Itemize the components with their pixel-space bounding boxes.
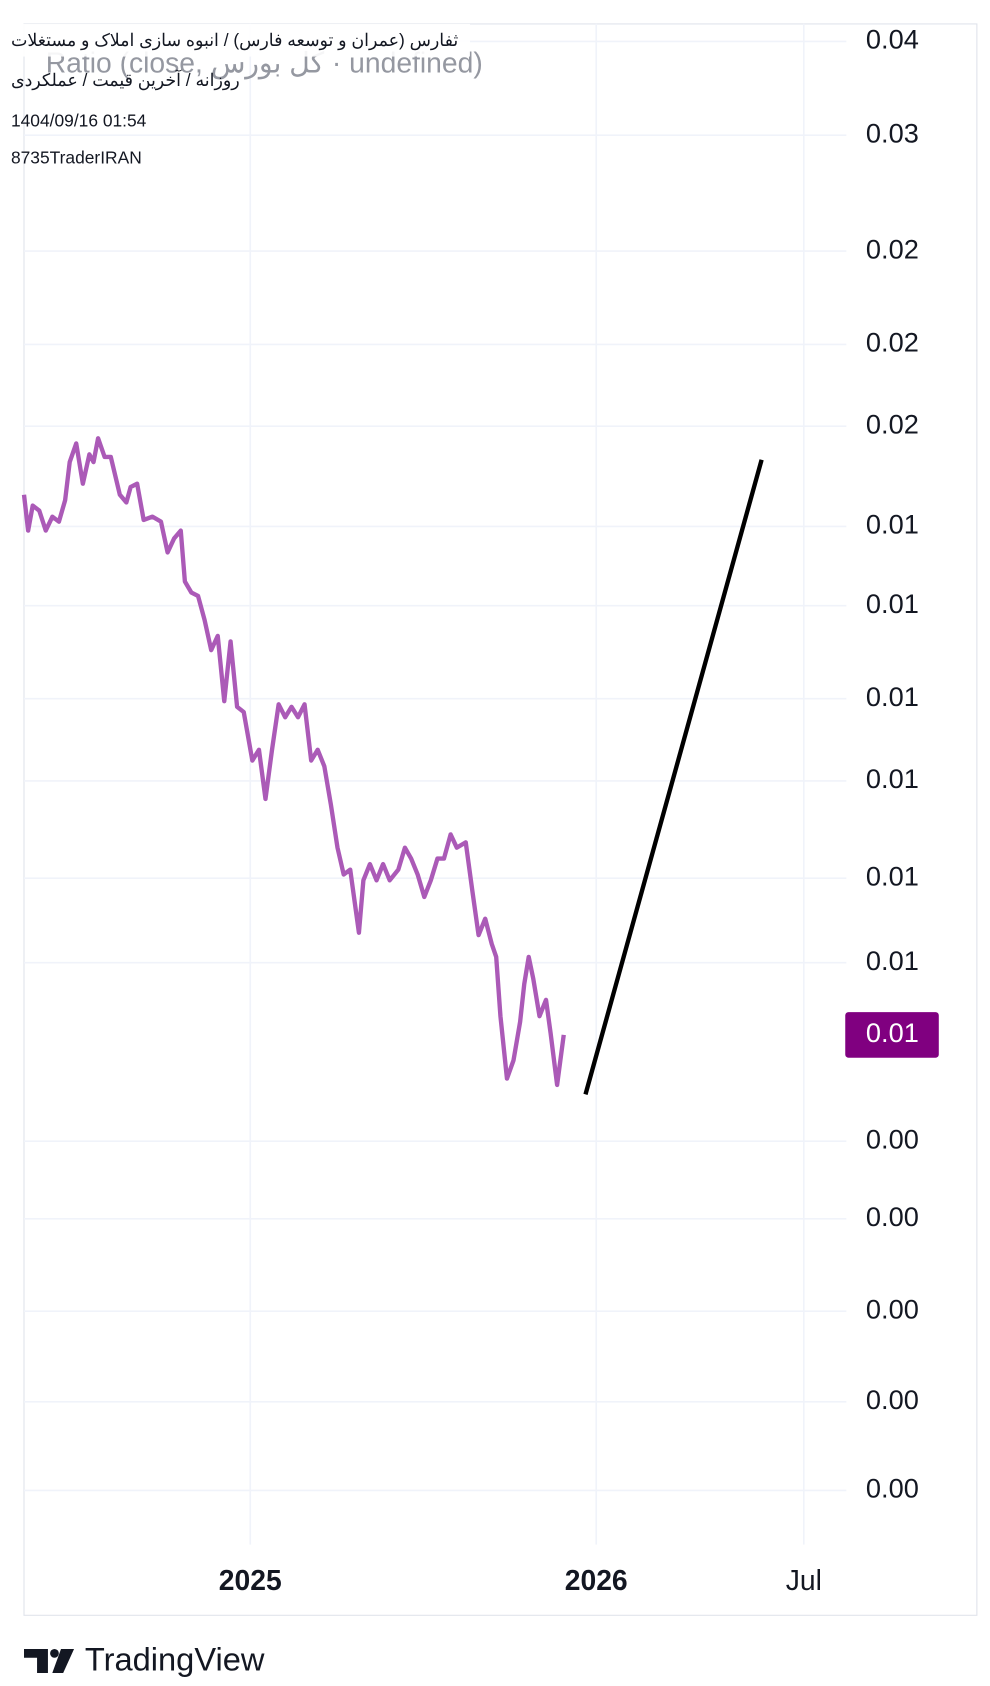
y-tick-label: 0.01 (866, 681, 919, 712)
y-tick-label: 0.01 (866, 588, 919, 619)
x-tick-label: 2026 (565, 1564, 628, 1596)
logo-mark (50, 1649, 59, 1658)
x-tick-label: 2025 (219, 1564, 282, 1596)
y-tick-label: 0.00 (866, 1201, 919, 1232)
y-tick-label: 0.01 (866, 945, 919, 976)
y-tick-label: 0.00 (866, 1473, 919, 1504)
footer: TradingView (85, 1641, 265, 1678)
trend-line (583, 459, 764, 1095)
y-tick-label: 0.02 (866, 408, 919, 439)
y-tick-label: 0.02 (866, 233, 919, 264)
title-bg (4, 23, 470, 57)
grid (24, 23, 847, 1545)
price-line (21, 436, 566, 1088)
logo-mark (24, 1649, 48, 1673)
last-price-label: 0.01 (866, 1017, 919, 1048)
title-line: 8735TraderIRAN (11, 147, 142, 167)
logo (24, 1649, 75, 1673)
title-line: 1404/09/16 01:54 (11, 110, 147, 130)
y-tick-label: 0.02 (866, 327, 919, 358)
logo-mark (52, 1649, 75, 1673)
y-tick-label: 0.01 (866, 763, 919, 794)
y-tick-label: 0.03 (866, 117, 919, 148)
x-tick-label: Jul (786, 1564, 822, 1596)
chart-frame (23, 23, 978, 1616)
y-tick-label: 0.00 (866, 1384, 919, 1415)
y-tick-label: 0.04 (866, 24, 919, 55)
last-price-badge (845, 1012, 939, 1058)
y-tick-label: 0.01 (866, 509, 919, 540)
title-line: روزانه / آخرین قیمت / عملکردی (11, 69, 240, 91)
title-line: ثفارس (عمران و توسعه فارس) / انبوه سازی … (11, 30, 458, 51)
y-tick-label: 0.01 (866, 860, 919, 891)
y-tick-label: 0.00 (866, 1293, 919, 1324)
y-tick-label: 0.00 (866, 1123, 919, 1154)
